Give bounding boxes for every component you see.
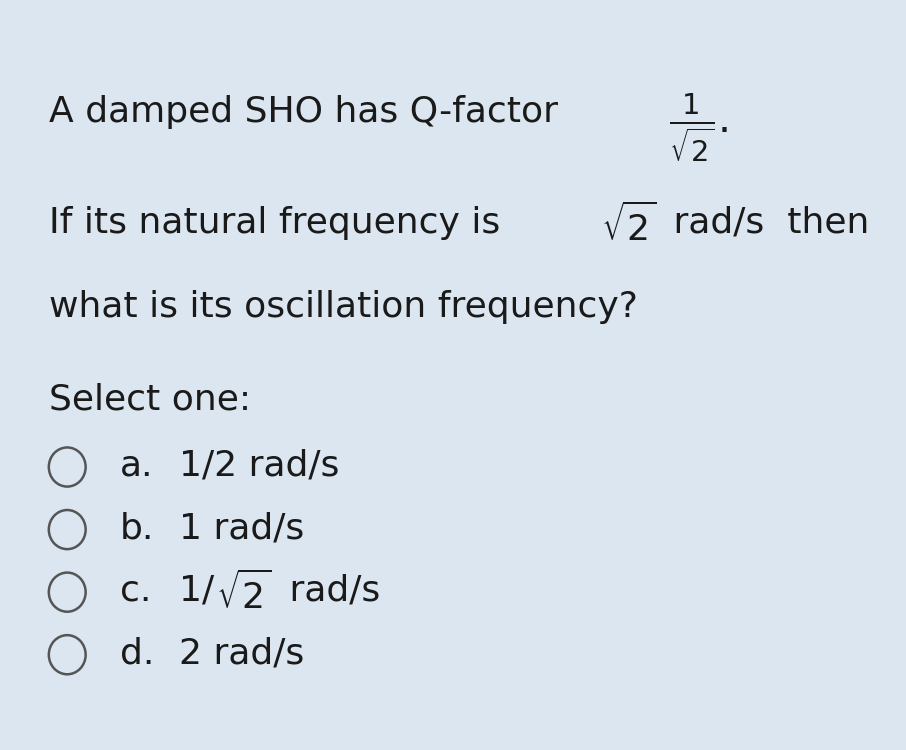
Text: rad/s  then: rad/s then	[662, 206, 870, 240]
Text: 1 rad/s: 1 rad/s	[178, 512, 304, 545]
Text: c.: c.	[120, 574, 151, 608]
Text: what is its oscillation frequency?: what is its oscillation frequency?	[49, 290, 638, 324]
Text: $\sqrt{2}$: $\sqrt{2}$	[217, 572, 272, 616]
Text: $\sqrt{2}$: $\sqrt{2}$	[601, 203, 656, 248]
Text: 1/: 1/	[178, 574, 214, 608]
Text: d.: d.	[120, 636, 154, 670]
Text: 1/2 rad/s: 1/2 rad/s	[178, 448, 339, 482]
Text: rad/s: rad/s	[278, 574, 381, 608]
Text: Select one:: Select one:	[49, 382, 251, 416]
Text: A damped SHO has Q-factor: A damped SHO has Q-factor	[49, 95, 569, 129]
Text: a.: a.	[120, 448, 153, 482]
Text: 2 rad/s: 2 rad/s	[178, 636, 304, 670]
Text: If its natural frequency is: If its natural frequency is	[49, 206, 512, 240]
Text: b.: b.	[120, 512, 154, 545]
Text: $\frac{1}{\sqrt{2}}$$.$: $\frac{1}{\sqrt{2}}$$.$	[670, 92, 728, 165]
